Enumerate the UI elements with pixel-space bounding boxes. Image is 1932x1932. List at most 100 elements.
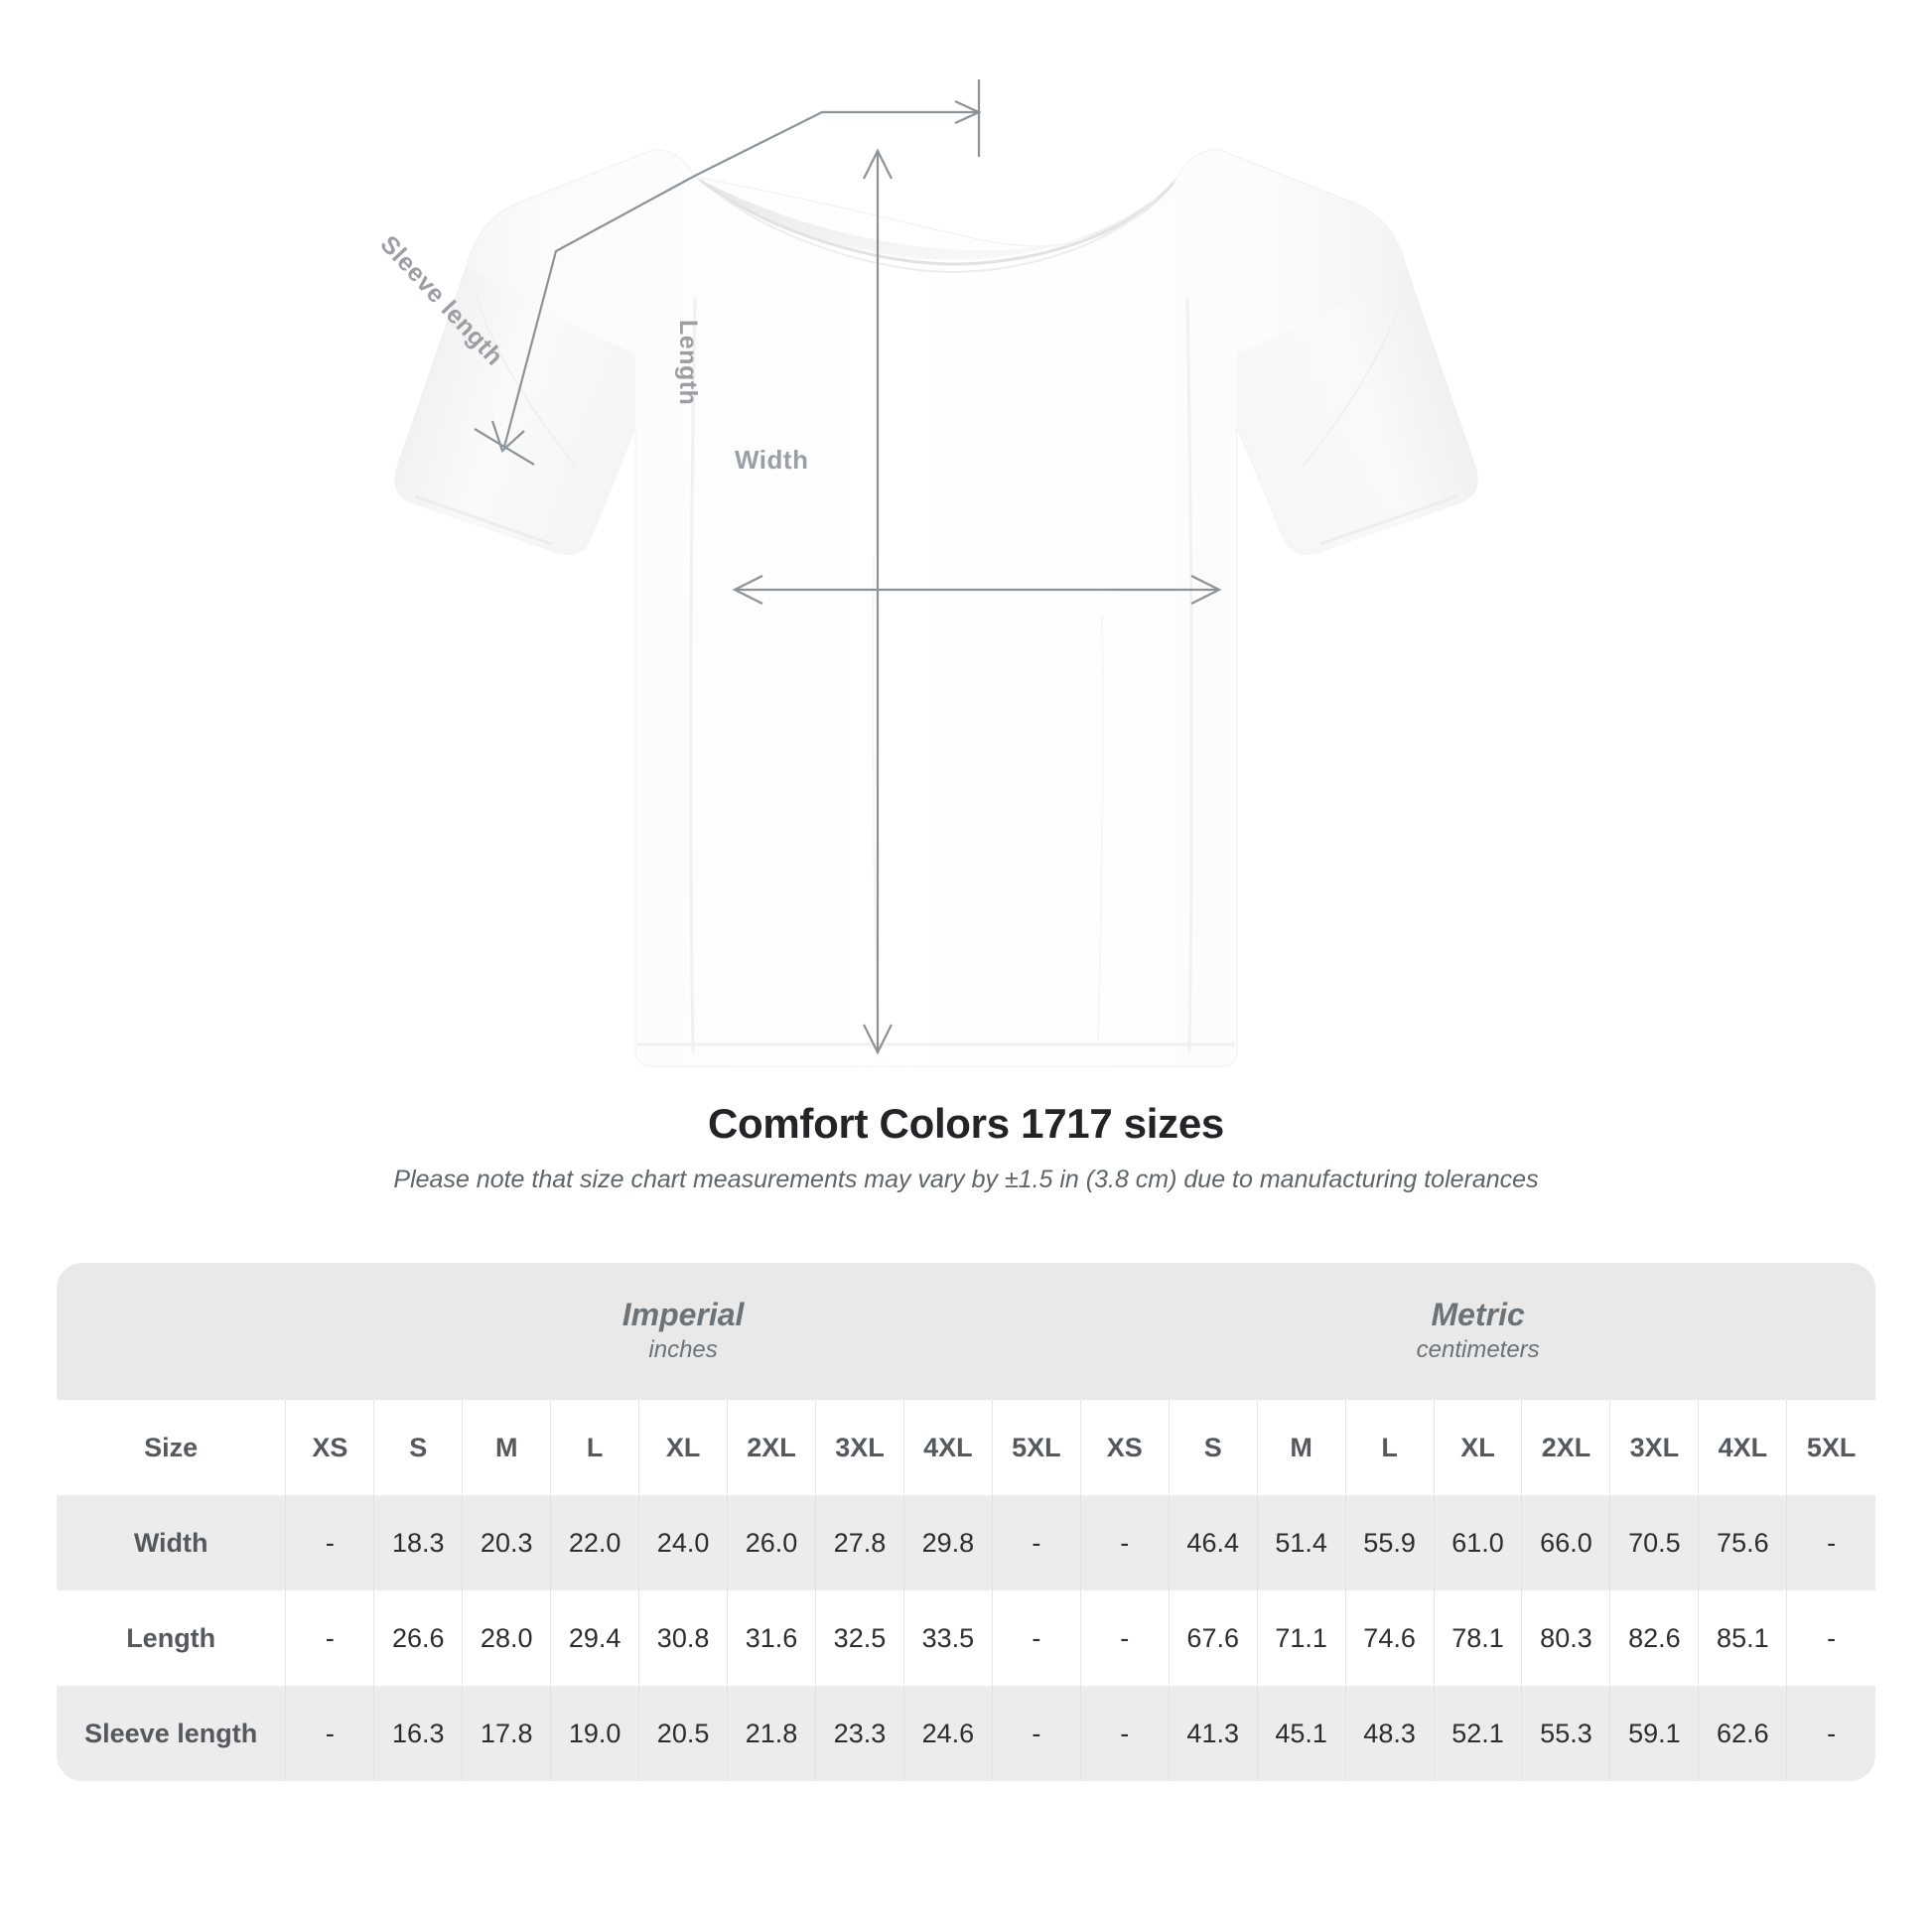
cell-length-imperial-s: 26.6 [373,1590,463,1686]
tshirt-illustration [394,79,1478,1067]
cell-length-metric-5xl: - [1786,1590,1875,1686]
cuff-tick [474,428,535,466]
cell-width-metric-l: 55.9 [1344,1495,1435,1590]
cell-width-metric-m: 51.4 [1256,1495,1346,1590]
cell-sleeve-imperial-xs: - [285,1686,374,1781]
cell-sleeve-imperial-4xl: 24.6 [902,1686,993,1781]
column-header-imperial-xl: XL [638,1400,728,1495]
sleeve-length-line [502,175,696,448]
column-header-metric-s: S [1168,1400,1258,1495]
unit-banner-metric: Metric centimeters [1080,1263,1875,1400]
column-header-imperial-m: M [462,1400,551,1495]
column-header-metric-5xl: 5XL [1786,1400,1875,1495]
unit-banner-row: Imperial inches Metric centimeters [57,1263,1875,1400]
cell-sleeve-metric-xl: 52.1 [1433,1686,1522,1781]
cell-length-imperial-m: 28.0 [462,1590,551,1686]
width-arrow-left [732,575,763,605]
cell-width-metric-xl: 61.0 [1433,1495,1522,1590]
column-header-imperial-l: L [550,1400,639,1495]
row-label-width: Width [57,1495,286,1590]
column-header-metric-m: M [1256,1400,1346,1495]
cell-length-metric-4xl: 85.1 [1698,1590,1787,1686]
width-label: Width [735,445,809,475]
length-arrow-top [863,148,893,180]
cell-width-imperial-s: 18.3 [373,1495,463,1590]
cell-length-metric-xs: - [1079,1590,1170,1686]
table-row: Length - 26.6 28.0 29.4 30.8 31.6 32.5 3… [57,1590,1875,1686]
cell-length-imperial-xl: 30.8 [638,1590,728,1686]
length-label: Length [674,320,702,406]
cell-length-metric-xl: 78.1 [1433,1590,1522,1686]
cell-width-imperial-m: 20.3 [462,1495,551,1590]
shirt-body-shape [394,148,1478,1067]
unit-banner-imperial: Imperial inches [285,1263,1081,1400]
cell-width-metric-2xl: 66.0 [1521,1495,1610,1590]
size-header-row: Size XS S M L XL 2XL 3XL 4XL 5XL XS S M … [57,1400,1875,1495]
column-header-metric-xs: XS [1079,1400,1170,1495]
cell-width-imperial-l: 22.0 [550,1495,639,1590]
sleeve-arrow-cuff [490,420,525,453]
column-header-imperial-5xl: 5XL [991,1400,1081,1495]
column-header-metric-l: L [1344,1400,1435,1495]
tolerance-note: Please note that size chart measurements… [393,1166,1539,1193]
unit-sub-metric: centimeters [1416,1335,1540,1363]
cell-width-imperial-2xl: 26.0 [727,1495,816,1590]
column-header-imperial-4xl: 4XL [902,1400,993,1495]
cell-sleeve-imperial-xl: 20.5 [638,1686,728,1781]
cell-length-metric-l: 74.6 [1344,1590,1435,1686]
cell-sleeve-metric-4xl: 62.6 [1698,1686,1787,1781]
table-row: Width - 18.3 20.3 22.0 24.0 26.0 27.8 29… [57,1495,1875,1590]
cell-length-metric-s: 67.6 [1168,1590,1258,1686]
length-arrow-bottom [863,1024,893,1055]
sleeve-leader-line [694,110,977,177]
column-header-metric-4xl: 4XL [1698,1400,1787,1495]
cell-length-metric-3xl: 82.6 [1609,1590,1699,1686]
cell-sleeve-metric-2xl: 55.3 [1521,1686,1610,1781]
cell-length-metric-m: 71.1 [1256,1590,1346,1686]
page-title: Comfort Colors 1717 sizes [707,1100,1224,1147]
cell-sleeve-imperial-s: 16.3 [373,1686,463,1781]
width-arrow-right [1190,575,1222,605]
cell-length-imperial-l: 29.4 [550,1590,639,1686]
cell-width-imperial-xs: - [285,1495,374,1590]
row-label-sleeve-length: Sleeve length [57,1686,286,1781]
unit-name-imperial: Imperial [621,1296,745,1332]
column-header-metric-3xl: 3XL [1609,1400,1699,1495]
cell-width-imperial-xl: 24.0 [638,1495,728,1590]
measurement-guides [474,79,1222,1055]
table-row: Sleeve length - 16.3 17.8 19.0 20.5 21.8… [57,1686,1875,1781]
row-label-length: Length [57,1590,286,1686]
cell-sleeve-imperial-2xl: 21.8 [727,1686,816,1781]
column-header-metric-2xl: 2XL [1521,1400,1610,1495]
cell-sleeve-imperial-3xl: 23.3 [814,1686,904,1781]
cell-sleeve-metric-3xl: 59.1 [1609,1686,1699,1781]
cell-sleeve-imperial-5xl: - [991,1686,1081,1781]
column-header-imperial-3xl: 3XL [814,1400,904,1495]
cell-width-metric-xs: - [1079,1495,1170,1590]
unit-sub-imperial: inches [648,1335,718,1363]
cell-sleeve-imperial-m: 17.8 [462,1686,551,1781]
cell-width-imperial-4xl: 29.8 [902,1495,993,1590]
cell-length-imperial-3xl: 32.5 [814,1590,904,1686]
size-chart-table: Imperial inches Metric centimeters Size … [57,1263,1875,1781]
column-header-size: Size [57,1400,286,1495]
cell-length-imperial-xs: - [285,1590,374,1686]
unit-banner-spacer [57,1263,286,1400]
cell-sleeve-metric-s: 41.3 [1168,1686,1258,1781]
cell-length-imperial-4xl: 33.5 [902,1590,993,1686]
unit-name-metric: Metric [1431,1296,1525,1332]
cell-sleeve-metric-xs: - [1079,1686,1170,1781]
cell-width-metric-3xl: 70.5 [1609,1495,1699,1590]
size-diagram: Sleeve length Length Width [375,79,1478,1067]
cell-width-metric-5xl: - [1786,1495,1875,1590]
cell-sleeve-imperial-l: 19.0 [550,1686,639,1781]
column-header-metric-xl: XL [1433,1400,1522,1495]
cell-sleeve-metric-l: 48.3 [1344,1686,1435,1781]
cell-width-metric-s: 46.4 [1168,1495,1258,1590]
cell-sleeve-metric-5xl: - [1786,1686,1875,1781]
cell-sleeve-metric-m: 45.1 [1256,1686,1346,1781]
title-block: Comfort Colors 1717 sizes Please note th… [0,1100,1932,1194]
cell-length-metric-2xl: 80.3 [1521,1590,1610,1686]
column-header-imperial-2xl: 2XL [727,1400,816,1495]
cell-length-imperial-5xl: - [991,1590,1081,1686]
